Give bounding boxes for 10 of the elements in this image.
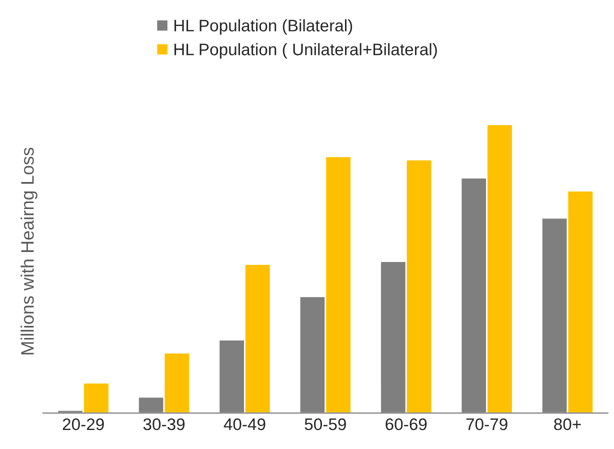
x-tick-label: 60-69 [386, 418, 427, 430]
legend-label: HL Population ( Unilateral+Bilateral) [174, 43, 437, 59]
x-tick-label: 50-59 [304, 418, 346, 430]
x-tick-label: 80+ [554, 418, 581, 430]
x-tick-label: 70-79 [466, 418, 508, 430]
x-tick-label: 20-29 [62, 418, 104, 430]
y-axis-title: Millions with Heairng Loss [20, 148, 38, 354]
x-tick-label: 30-39 [143, 418, 185, 430]
x-tick-label: 40-49 [224, 418, 266, 430]
legend-label: HL Population (Bilateral) [174, 19, 352, 35]
